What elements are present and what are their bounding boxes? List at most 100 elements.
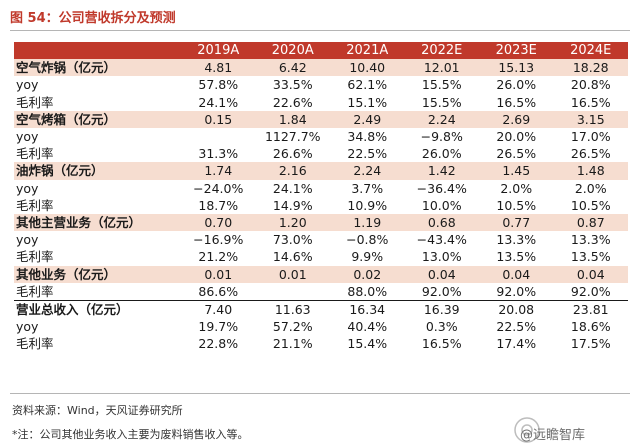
value-cell: 16.5% xyxy=(496,94,537,110)
row-label: 其他业务（亿元） xyxy=(14,265,181,283)
value-cell: 22.6% xyxy=(272,94,313,110)
revenue-forecast-table: 2019A 2020A 2021A 2022E 2023E 2024E 空气炸锅… xyxy=(14,42,628,353)
value-cell: −36.4% xyxy=(416,180,467,196)
value-cell: 13.5% xyxy=(496,249,537,265)
value-cell: 2.24 xyxy=(330,162,405,180)
value-cell: 0.04 xyxy=(479,265,554,283)
value-cell: 18.7% xyxy=(198,197,239,213)
section-row: 空气烤箱（亿元） 0.15 1.84 2.49 2.24 2.69 3.15 xyxy=(14,110,628,129)
value-cell: 1127.7% xyxy=(264,129,321,145)
value-cell: 2.24 xyxy=(404,110,479,129)
metric-row: 毛利率 86.6% 88.0% 92.0% 92.0% 92.0% xyxy=(14,283,628,301)
value-cell: 2.0% xyxy=(500,180,533,196)
value-cell: 22.5% xyxy=(496,319,537,335)
row-label: 营业总收入（亿元） xyxy=(14,300,181,319)
value-cell: 1.48 xyxy=(553,162,628,180)
row-label: 毛利率 xyxy=(16,249,54,265)
value-cell: 0.87 xyxy=(553,214,628,232)
value-cell: −16.9% xyxy=(193,232,244,248)
value-cell: 1.19 xyxy=(330,214,405,232)
header-cell: 2022E xyxy=(404,42,479,60)
metric-row: yoy 19.7% 57.2% 40.4% 0.3% 22.5% 18.6% xyxy=(14,318,628,335)
value-cell: 92.0% xyxy=(496,283,537,299)
value-cell: 17.4% xyxy=(496,336,537,352)
value-cell: 16.5% xyxy=(570,94,611,110)
value-cell: 0.02 xyxy=(330,265,405,283)
value-cell: 18.28 xyxy=(553,59,628,77)
watermark-logo-icon xyxy=(514,417,540,443)
metric-row: 毛利率 24.1% 22.6% 15.1% 15.5% 16.5% 16.5% xyxy=(14,94,628,111)
value-cell: 13.0% xyxy=(421,249,462,265)
row-label: yoy xyxy=(16,180,39,196)
value-cell: 7.40 xyxy=(181,300,256,319)
value-cell: 12.01 xyxy=(404,59,479,77)
value-cell: 22.5% xyxy=(347,146,388,162)
row-label: 其他主营业务（亿元） xyxy=(14,214,181,232)
footnote: *注：公司其他业务收入主要为废料销售收入等。 xyxy=(12,428,249,441)
section-row: 其他主营业务（亿元） 0.70 1.20 1.19 0.68 0.77 0.87 xyxy=(14,214,628,232)
value-cell: 92.0% xyxy=(421,283,462,299)
row-label: yoy xyxy=(16,319,39,335)
value-cell: 0.77 xyxy=(479,214,554,232)
value-cell: −43.4% xyxy=(416,232,467,248)
row-label: 油炸锅（亿元） xyxy=(14,162,181,180)
row-label: 毛利率 xyxy=(16,197,54,213)
row-label: 毛利率 xyxy=(16,336,54,352)
value-cell: 21.2% xyxy=(198,249,239,265)
row-label: yoy xyxy=(16,232,39,248)
value-cell: 13.3% xyxy=(496,232,537,248)
value-cell: 13.5% xyxy=(570,249,611,265)
value-cell: 3.15 xyxy=(553,110,628,129)
value-cell: 16.34 xyxy=(330,300,405,319)
value-cell: 1.84 xyxy=(255,110,330,129)
bottom-divider xyxy=(10,393,630,394)
value-cell: 15.5% xyxy=(421,94,462,110)
header-cell: 2023E xyxy=(479,42,554,60)
value-cell: 13.3% xyxy=(570,232,611,248)
value-cell: 26.0% xyxy=(496,77,537,93)
value-cell: 0.68 xyxy=(404,214,479,232)
value-cell: 1.42 xyxy=(404,162,479,180)
value-cell: 1.45 xyxy=(479,162,554,180)
value-cell: 23.81 xyxy=(553,300,628,319)
row-label: 空气炸锅（亿元） xyxy=(14,59,181,77)
top-divider xyxy=(10,30,630,31)
row-label: 空气烤箱（亿元） xyxy=(14,110,181,129)
value-cell: 26.0% xyxy=(421,146,462,162)
value-cell: 2.49 xyxy=(330,110,405,129)
value-cell: 0.04 xyxy=(553,265,628,283)
row-label: 毛利率 xyxy=(16,283,54,299)
value-cell: 2.0% xyxy=(574,180,607,196)
value-cell: 1.74 xyxy=(181,162,256,180)
metric-row: yoy −24.0% 24.1% 3.7% −36.4% 2.0% 2.0% xyxy=(14,180,628,197)
value-cell: 26.6% xyxy=(272,146,313,162)
value-cell: 57.2% xyxy=(272,319,313,335)
row-label: yoy xyxy=(16,77,39,93)
header-cell: 2021A xyxy=(330,42,405,60)
value-cell: 18.6% xyxy=(570,319,611,335)
header-cell xyxy=(14,42,181,60)
value-cell: 10.5% xyxy=(496,197,537,213)
value-cell: 26.5% xyxy=(496,146,537,162)
value-cell: 22.8% xyxy=(198,336,239,352)
value-cell: 88.0% xyxy=(347,283,388,299)
value-cell: 10.40 xyxy=(330,59,405,77)
value-cell: 86.6% xyxy=(198,283,239,299)
section-row: 空气炸锅（亿元） 4.81 6.42 10.40 12.01 15.13 18.28 xyxy=(14,59,628,77)
value-cell: 26.5% xyxy=(570,146,611,162)
header-cell: 2024E xyxy=(553,42,628,60)
total-row: 营业总收入（亿元） 7.40 11.63 16.34 16.39 20.08 23.81 xyxy=(14,300,628,319)
value-cell: 11.63 xyxy=(255,300,330,319)
metric-row: 毛利率 31.3% 26.6% 22.5% 26.0% 26.5% 26.5% xyxy=(14,145,628,162)
value-cell: −24.0% xyxy=(193,180,244,196)
row-label: 毛利率 xyxy=(16,146,54,162)
figure-title: 图 54：公司营收拆分及预测 xyxy=(10,11,176,26)
value-cell: 6.42 xyxy=(255,59,330,77)
header-row: 2019A 2020A 2021A 2022E 2023E 2024E xyxy=(14,42,628,60)
value-cell: 0.70 xyxy=(181,214,256,232)
source-note: 资料来源：Wind，天风证券研究所 xyxy=(12,404,183,417)
value-cell: 31.3% xyxy=(198,146,239,162)
metric-row: yoy 1127.7% 34.8% −9.8% 20.0% 17.0% xyxy=(14,128,628,145)
header-cell: 2020A xyxy=(255,42,330,60)
value-cell: 57.8% xyxy=(198,77,239,93)
